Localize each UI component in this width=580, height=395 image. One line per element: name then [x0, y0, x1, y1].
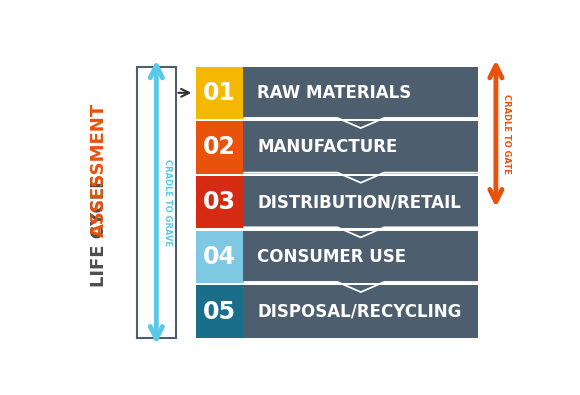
Polygon shape [244, 67, 478, 119]
Text: MANUFACTURE: MANUFACTURE [257, 139, 397, 156]
Text: DISTRIBUTION/RETAIL: DISTRIBUTION/RETAIL [257, 193, 461, 211]
Text: RAW MATERIALS: RAW MATERIALS [257, 84, 411, 102]
Text: 03: 03 [203, 190, 236, 214]
Polygon shape [195, 67, 244, 119]
Polygon shape [195, 176, 244, 228]
Text: CRADLE TO GATE: CRADLE TO GATE [502, 94, 511, 173]
Text: 05: 05 [203, 299, 236, 324]
Polygon shape [244, 285, 478, 338]
Polygon shape [195, 285, 244, 338]
Polygon shape [195, 231, 244, 283]
Polygon shape [244, 117, 478, 129]
Polygon shape [244, 281, 478, 293]
Text: CRADLE TO GRAVE: CRADLE TO GRAVE [162, 159, 172, 246]
Text: 04: 04 [203, 245, 236, 269]
Polygon shape [244, 176, 478, 228]
Text: ASSESSMENT: ASSESSMENT [89, 103, 108, 237]
Polygon shape [244, 121, 478, 174]
Polygon shape [244, 231, 478, 283]
Polygon shape [244, 226, 478, 238]
Polygon shape [244, 172, 478, 184]
Text: DISPOSAL/RECYCLING: DISPOSAL/RECYCLING [257, 303, 462, 320]
Text: CONSUMER USE: CONSUMER USE [257, 248, 407, 266]
Text: LIFE CYCLE: LIFE CYCLE [89, 176, 108, 287]
Polygon shape [195, 121, 244, 174]
Text: 01: 01 [203, 81, 236, 105]
Text: 02: 02 [203, 135, 236, 160]
